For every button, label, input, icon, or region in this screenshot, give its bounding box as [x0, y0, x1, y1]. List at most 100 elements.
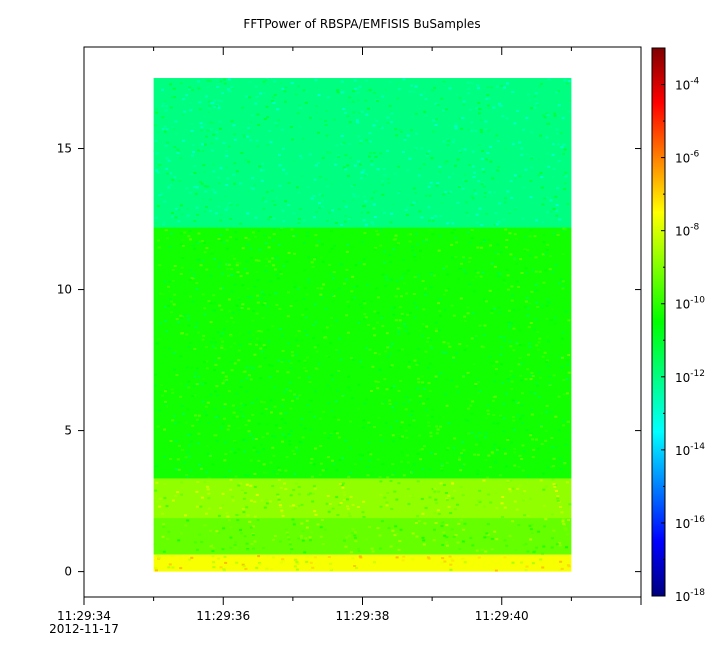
spectrogram-speckle: [384, 275, 388, 278]
spectrogram-speckle: [517, 465, 521, 468]
spectrogram-speckle: [378, 392, 382, 395]
spectrogram-speckle: [477, 180, 481, 183]
spectrogram-speckle: [444, 393, 447, 396]
spectrogram-speckle: [512, 428, 516, 431]
spectrogram-speckle: [421, 512, 425, 515]
spectrogram-speckle: [250, 402, 254, 405]
spectrogram-speckle: [190, 556, 194, 559]
spectrogram-speckle: [415, 306, 419, 309]
spectrogram-speckle: [480, 131, 484, 134]
spectrogram-speckle: [347, 217, 351, 220]
spectrogram-speckle: [410, 203, 414, 206]
spectrogram-speckle: [445, 265, 448, 268]
spectrogram-speckle: [502, 430, 506, 433]
spectrogram-speckle: [188, 86, 192, 89]
spectrogram-speckle: [357, 135, 361, 138]
spectrogram-speckle: [289, 367, 293, 369]
spectrogram-speckle: [396, 97, 400, 100]
spectrogram-speckle: [547, 382, 551, 385]
spectrogram-speckle: [431, 488, 435, 490]
spectrogram-speckle: [490, 86, 494, 89]
spectrogram-speckle: [375, 287, 379, 290]
spectrogram-speckle: [492, 305, 496, 308]
spectrogram-speckle: [186, 434, 190, 437]
spectrogram-speckle: [323, 432, 327, 434]
spectrogram-speckle: [545, 112, 549, 115]
spectrogram-speckle: [525, 117, 529, 119]
spectrogram-speckle: [550, 196, 554, 199]
spectrogram-speckle: [437, 249, 441, 252]
spectrogram-speckle: [549, 210, 553, 213]
spectrogram-speckle: [180, 213, 184, 216]
spectrogram-speckle: [314, 367, 318, 370]
spectrogram-speckle: [531, 269, 535, 272]
spectrogram-speckle: [177, 321, 181, 324]
spectrogram-speckle: [336, 89, 340, 92]
spectrogram-speckle: [389, 109, 393, 112]
spectrogram-speckle: [243, 192, 247, 195]
spectrogram-speckle: [249, 366, 253, 369]
spectrogram-speckle: [235, 409, 239, 412]
spectrogram-speckle: [324, 110, 328, 112]
spectrogram-speckle: [362, 263, 366, 266]
spectrogram-speckle: [553, 485, 557, 488]
spectrogram-speckle: [553, 322, 557, 325]
spectrogram-speckle: [508, 210, 512, 213]
spectrogram-speckle: [374, 155, 378, 158]
spectrogram-speckle: [448, 345, 452, 348]
spectrogram-speckle: [209, 302, 213, 305]
spectrogram-speckle: [450, 379, 454, 382]
spectrogram-speckle: [474, 435, 478, 438]
spectrogram-speckle: [253, 353, 257, 356]
spectrogram-speckle: [474, 385, 478, 388]
spectrogram-speckle: [406, 134, 410, 137]
spectrogram-speckle: [323, 456, 327, 459]
spectrogram-speckle: [568, 99, 572, 102]
spectrogram-speckle: [190, 173, 194, 176]
spectrogram-speckle: [205, 206, 208, 209]
spectrogram-speckle: [411, 532, 415, 535]
spectrogram-speckle: [493, 136, 497, 139]
spectrogram-speckle: [196, 481, 200, 483]
spectrogram-speckle: [293, 395, 297, 398]
spectrogram-speckle: [227, 424, 231, 427]
spectrogram-speckle: [294, 234, 298, 237]
spectrogram-speckle: [556, 495, 560, 498]
spectrogram-speckle: [337, 287, 341, 290]
spectrogram-speckle: [242, 497, 246, 500]
spectrogram-speckle: [485, 158, 489, 161]
spectrogram-speckle: [469, 108, 472, 111]
spectrogram-speckle: [533, 235, 537, 238]
spectrogram-speckle: [288, 440, 292, 442]
spectrogram-speckle: [394, 128, 398, 131]
spectrogram-speckle: [483, 536, 487, 539]
spectrogram-speckle: [510, 387, 514, 390]
spectrogram-speckle: [219, 335, 223, 338]
spectrogram-speckle: [372, 327, 376, 330]
spectrogram-speckle: [251, 177, 255, 180]
spectrogram-speckle: [458, 343, 462, 346]
spectrogram-speckle: [565, 216, 568, 218]
spectrogram-speckle: [205, 247, 209, 250]
spectrogram-speckle: [186, 408, 190, 411]
spectrogram-speckle: [314, 111, 318, 114]
spectrogram-speckle: [496, 169, 500, 172]
spectrogram-speckle: [316, 344, 320, 347]
spectrogram-speckle: [310, 261, 314, 264]
spectrogram-speckle: [520, 561, 523, 564]
spectrogram-speckle: [548, 301, 551, 304]
spectrogram-speckle: [300, 441, 304, 444]
spectrogram-speckle: [211, 463, 215, 466]
spectrogram-speckle: [177, 539, 181, 542]
spectrogram-speckle: [161, 116, 165, 119]
spectrogram-speckle: [263, 83, 267, 86]
spectrogram-speckle: [539, 479, 543, 482]
spectrogram-speckle: [244, 439, 248, 442]
spectrogram-speckle: [177, 115, 181, 118]
spectrogram-speckle: [232, 139, 236, 142]
spectrogram-speckle: [414, 521, 418, 524]
spectrogram-speckle: [273, 93, 277, 96]
spectrogram-speckle: [277, 498, 281, 501]
spectrogram-speckle: [294, 353, 298, 356]
spectrogram-speckle: [458, 456, 462, 459]
